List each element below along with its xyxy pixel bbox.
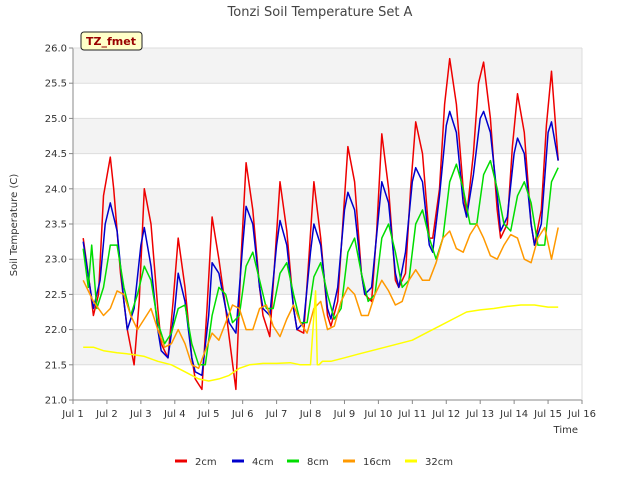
x-tick-label: Jul 4	[163, 409, 186, 420]
legend-label: 4cm	[252, 457, 274, 468]
y-tick-label: 23.5	[45, 220, 67, 231]
x-tick-label: Jul 3	[129, 409, 152, 420]
axes: 21.0 21.5 22.0 22.5 23.0 23.5 24.0 24.5 25.0 25.5…	[45, 44, 596, 421]
x-tick-label: Jul 15	[533, 409, 562, 420]
x-tick-label: Jul 9	[333, 409, 356, 420]
legend-item-8cm: 8cm	[287, 457, 329, 468]
chart-title: Tonzi Soil Temperature Set A	[227, 5, 413, 20]
y-tick-label: 24.5	[45, 149, 67, 160]
x-tick-label: Jul 14	[499, 409, 528, 420]
x-tick-label: Jul 7	[265, 409, 288, 420]
series-line-2cm	[82, 57, 559, 391]
legend-label: 32cm	[425, 457, 453, 468]
y-tick-label: 21.5	[45, 360, 67, 371]
x-tick-label: Jul 12	[431, 409, 460, 420]
annotation-label: TZ_fmet	[86, 35, 136, 48]
x-tick-label: Jul 6	[231, 409, 254, 420]
series-line-16cm	[82, 223, 559, 370]
legend-label: 2cm	[195, 457, 217, 468]
grid-band	[73, 329, 582, 365]
legend-item-16cm: 16cm	[343, 457, 391, 468]
grid-band	[73, 259, 582, 295]
y-tick-label: 21.0	[45, 396, 67, 407]
legend-label: 16cm	[363, 457, 391, 468]
x-tick-label: Jul 2	[95, 409, 118, 420]
legend-item-32cm: 32cm	[405, 457, 453, 468]
y-tick-label: 25.5	[45, 79, 67, 90]
legend-item-2cm: 2cm	[175, 457, 217, 468]
annotation-background	[80, 31, 143, 51]
x-tick-label: Jul 10	[363, 409, 392, 420]
y-tick-label: 23.0	[45, 255, 67, 266]
legend: 2cm 4cm 8cm 16cm 32cm	[175, 457, 453, 468]
legend-item-4cm: 4cm	[232, 457, 274, 468]
x-tick-label: Jul 1	[61, 409, 84, 420]
series-line-8cm	[82, 159, 559, 366]
x-tick-label: Jul 16	[567, 409, 596, 420]
grid-bands	[73, 47, 582, 401]
x-tick-label: Jul 11	[397, 409, 426, 420]
x-tick-label: Jul 8	[299, 409, 322, 420]
x-tick-label: Jul 13	[465, 409, 494, 420]
y-tick-label: 25.0	[45, 114, 67, 125]
grid-band	[73, 48, 582, 84]
y-tick-label: 24.0	[45, 184, 67, 195]
grid-band	[73, 118, 582, 154]
y-axis-label: Soil Temperature (C)	[9, 174, 20, 277]
y-tick-label: 22.5	[45, 290, 67, 301]
series-lines	[82, 57, 559, 391]
series-line-4cm	[82, 110, 559, 377]
annotation-box: TZ_fmet	[80, 31, 143, 51]
series-line-32cm	[83, 290, 559, 382]
y-tick-label: 22.0	[45, 325, 67, 336]
legend-label: 8cm	[307, 457, 329, 468]
x-axis-label: Time	[553, 425, 578, 436]
x-tick-label: Jul 5	[197, 409, 220, 420]
y-tick-label: 26.0	[45, 44, 67, 55]
